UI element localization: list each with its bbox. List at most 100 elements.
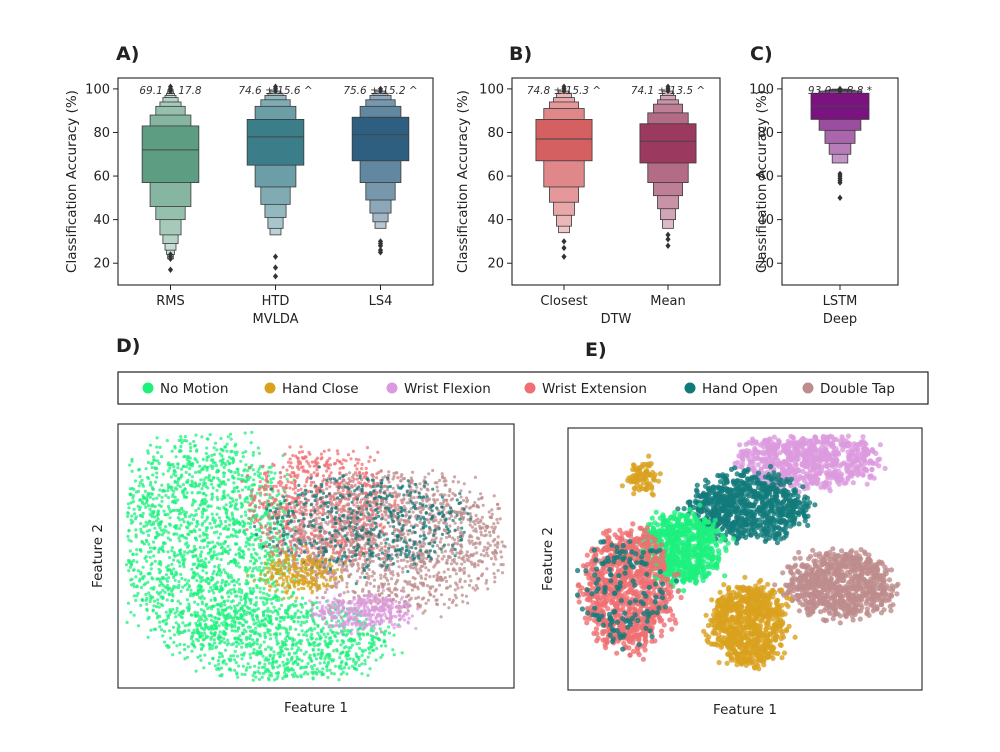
scatter-point — [489, 515, 493, 520]
scatter-point — [168, 593, 172, 597]
scatter-point — [206, 606, 210, 611]
scatter-point — [172, 640, 176, 645]
boxen-level-box — [639, 123, 697, 164]
scatter-point — [289, 543, 293, 548]
scatter-point — [351, 449, 355, 453]
scatter-point — [262, 506, 266, 510]
scatter-point — [133, 479, 138, 483]
scatter-point — [364, 483, 368, 487]
scatter-point — [294, 454, 298, 458]
scatter-point — [216, 565, 220, 569]
scatter-point — [152, 599, 157, 603]
scatter-point — [182, 553, 186, 557]
scatter-point — [148, 507, 152, 511]
scatter-point — [492, 572, 496, 576]
scatter-point — [304, 630, 308, 634]
scatter-point — [484, 581, 488, 585]
scatter-point — [480, 533, 484, 537]
scatter-point — [236, 654, 240, 658]
scatter-point — [304, 512, 309, 517]
scatter-point — [251, 453, 255, 457]
scatter-point — [296, 620, 300, 624]
scatter-point — [335, 458, 340, 463]
scatter-point — [309, 658, 313, 662]
scatter-point — [266, 607, 270, 611]
scatter-point — [387, 470, 391, 474]
scatter-point — [283, 615, 287, 620]
scatter-point — [435, 485, 439, 489]
scatter-point — [170, 509, 174, 513]
scatter-point — [289, 481, 293, 485]
scatter-point — [185, 588, 190, 592]
scatter-point — [203, 653, 207, 657]
scatter-point — [251, 450, 256, 455]
scatter-point — [201, 467, 205, 471]
scatter-point — [130, 459, 134, 463]
scatter-point — [139, 498, 143, 502]
scatter-point — [496, 568, 500, 573]
scatter-point — [254, 621, 258, 625]
scatter-point — [356, 461, 360, 465]
scatter-point — [215, 645, 219, 649]
scatter-point — [295, 655, 299, 659]
scatter-point — [233, 450, 237, 455]
scatter-point — [237, 582, 242, 586]
scatter-point — [395, 544, 399, 548]
scatter-point — [261, 568, 265, 573]
scatter-point — [346, 502, 351, 506]
scatter-point — [439, 578, 443, 582]
scatter-point — [174, 508, 178, 512]
scatter-point — [150, 576, 154, 580]
scatter-point — [303, 484, 307, 488]
scatter-point — [192, 576, 196, 580]
scatter-point — [197, 632, 201, 636]
scatter-point — [238, 552, 242, 557]
scatter-point — [164, 493, 168, 498]
legend-marker — [386, 382, 398, 394]
scatter-point — [363, 547, 367, 551]
scatter-point — [474, 541, 478, 545]
scatter-point — [199, 618, 204, 622]
scatter-point — [222, 620, 227, 624]
scatter-point — [458, 577, 462, 581]
scatter-point — [223, 547, 227, 551]
scatter-point — [203, 578, 207, 582]
scatter-point — [401, 586, 405, 590]
scatter-point — [340, 485, 344, 490]
scatter-point — [479, 496, 484, 500]
legend-label: Wrist Extension — [542, 381, 647, 397]
scatter-point — [182, 495, 186, 499]
scatter-point — [426, 598, 430, 602]
scatter-point — [460, 568, 464, 572]
scatter-point — [401, 570, 405, 574]
scatter-point — [360, 672, 364, 676]
scatter-point — [233, 614, 237, 619]
scatter-point — [451, 551, 455, 556]
scatter-point — [202, 546, 206, 550]
scatter-point — [227, 667, 231, 672]
scatter-point — [127, 506, 131, 510]
scatter-point — [240, 591, 244, 595]
scatter-point — [208, 550, 212, 554]
scatter-point — [397, 565, 401, 569]
scatter-point — [224, 507, 228, 511]
scatter-point — [399, 479, 403, 483]
scatter-point — [172, 567, 176, 571]
scatter-point — [309, 473, 313, 477]
scatter-point — [202, 596, 206, 601]
scatter-point — [158, 620, 162, 624]
scatter-point — [217, 617, 221, 621]
scatter-point — [479, 492, 483, 496]
scatter-point — [187, 606, 191, 611]
scatter-point — [173, 470, 177, 474]
scatter-point — [214, 626, 219, 630]
scatter-point — [204, 604, 208, 608]
scatter-point — [416, 571, 420, 575]
scatter-point — [311, 676, 315, 680]
scatter-point — [184, 470, 188, 474]
scatter-point — [283, 452, 287, 456]
scatter-point — [198, 528, 202, 532]
scatter-point — [231, 456, 235, 460]
scatter-point — [285, 673, 289, 677]
scatter-point — [328, 456, 332, 460]
